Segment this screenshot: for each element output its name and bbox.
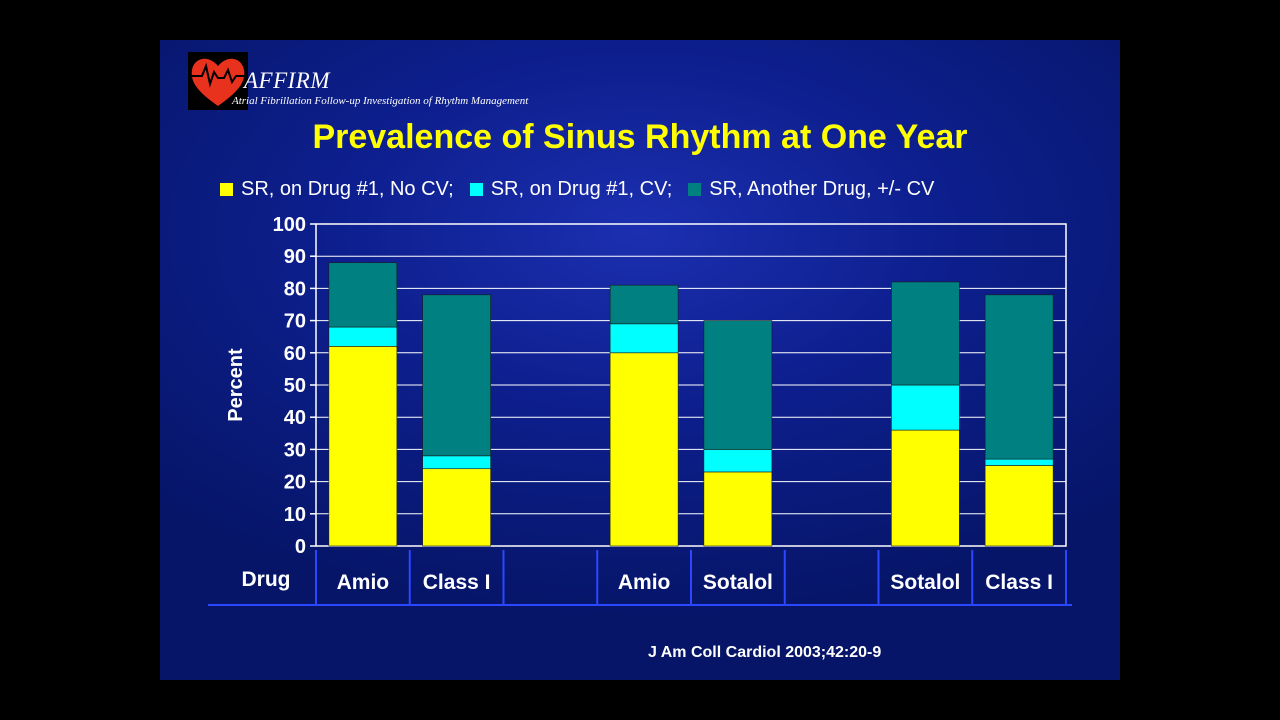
y-tick-label: 50 xyxy=(284,375,306,397)
bar-segment-series-1 xyxy=(703,471,773,547)
slide: AFFIRM Atrial Fibrillation Follow-up Inv… xyxy=(160,40,1120,680)
legend-item-series-1: SR, on Drug #1, No CV; xyxy=(220,178,454,201)
bar-segment-series-1 xyxy=(984,465,1054,547)
bar-segment-series-2 xyxy=(891,384,960,431)
bar-segment-series-1 xyxy=(328,346,398,547)
chart-plot: 0 10 20 30 40 50 60 70 80 90 100 Percent Amio Class I… xyxy=(208,214,1072,606)
y-tick-label: 0 xyxy=(295,536,306,558)
bar-segment-series-3 xyxy=(891,281,960,386)
bar-segment-series-2 xyxy=(609,323,679,354)
x-tick-label: Class I xyxy=(985,571,1053,594)
citation: J Am Coll Cardiol 2003;42:20-9 xyxy=(648,644,882,661)
y-tick-label: 90 xyxy=(284,246,306,268)
bar-segment-series-2 xyxy=(422,455,491,470)
bar-segment-series-2 xyxy=(703,449,773,473)
bar-segment-series-1 xyxy=(422,468,491,547)
y-tick-label: 60 xyxy=(284,343,306,365)
x-tick-label: Sotalol xyxy=(703,571,773,594)
y-tick-label: 70 xyxy=(284,311,306,333)
bar-segment-series-2 xyxy=(984,458,1054,466)
y-tick-label: 100 xyxy=(273,214,306,236)
legend-label: SR, Another Drug, +/- CV xyxy=(709,178,935,200)
x-tick-label: Amio xyxy=(337,571,390,594)
y-axis-label: Percent xyxy=(225,348,247,422)
bar-segment-series-3 xyxy=(703,320,773,450)
legend-label: SR, on Drug #1, No CV; xyxy=(241,178,454,200)
bar-segment-series-3 xyxy=(609,284,679,325)
legend-label: SR, on Drug #1, CV; xyxy=(490,178,673,200)
chart-title: Prevalence of Sinus Rhythm at One Year xyxy=(312,118,968,156)
y-tick-label: 30 xyxy=(284,439,306,461)
y-tick-label: 80 xyxy=(284,278,306,300)
heart-logo-icon xyxy=(188,52,248,110)
legend-swatch-cyan xyxy=(469,183,483,196)
legend-swatch-yellow xyxy=(220,183,233,196)
x-tick-label: Sotalol xyxy=(890,571,960,594)
bar-segment-series-1 xyxy=(891,429,960,547)
bar-segment-series-3 xyxy=(422,294,491,457)
x-axis-label: Drug xyxy=(242,568,291,591)
bar-segment-series-2 xyxy=(328,326,398,347)
logo-title: AFFIRM xyxy=(244,68,331,93)
bar-segment-series-3 xyxy=(328,262,398,328)
legend-item-series-3: SR, Another Drug, +/- CV xyxy=(688,178,934,201)
y-tick-label: 10 xyxy=(284,504,306,526)
legend-swatch-teal xyxy=(688,183,702,196)
logo-subtitle: Atrial Fibrillation Follow-up Investigat… xyxy=(232,95,529,107)
bar-segment-series-1 xyxy=(609,352,679,547)
y-tick-label: 20 xyxy=(284,472,306,494)
x-tick-label: Amio xyxy=(618,571,671,594)
legend-item-series-2: SR, on Drug #1, CV; xyxy=(469,178,673,201)
bar-segment-series-3 xyxy=(984,294,1054,460)
y-tick-label: 40 xyxy=(284,407,306,429)
legend: SR, on Drug #1, No CV; SR, on Drug #1, C… xyxy=(220,178,950,201)
x-tick-label: Class I xyxy=(423,571,491,594)
